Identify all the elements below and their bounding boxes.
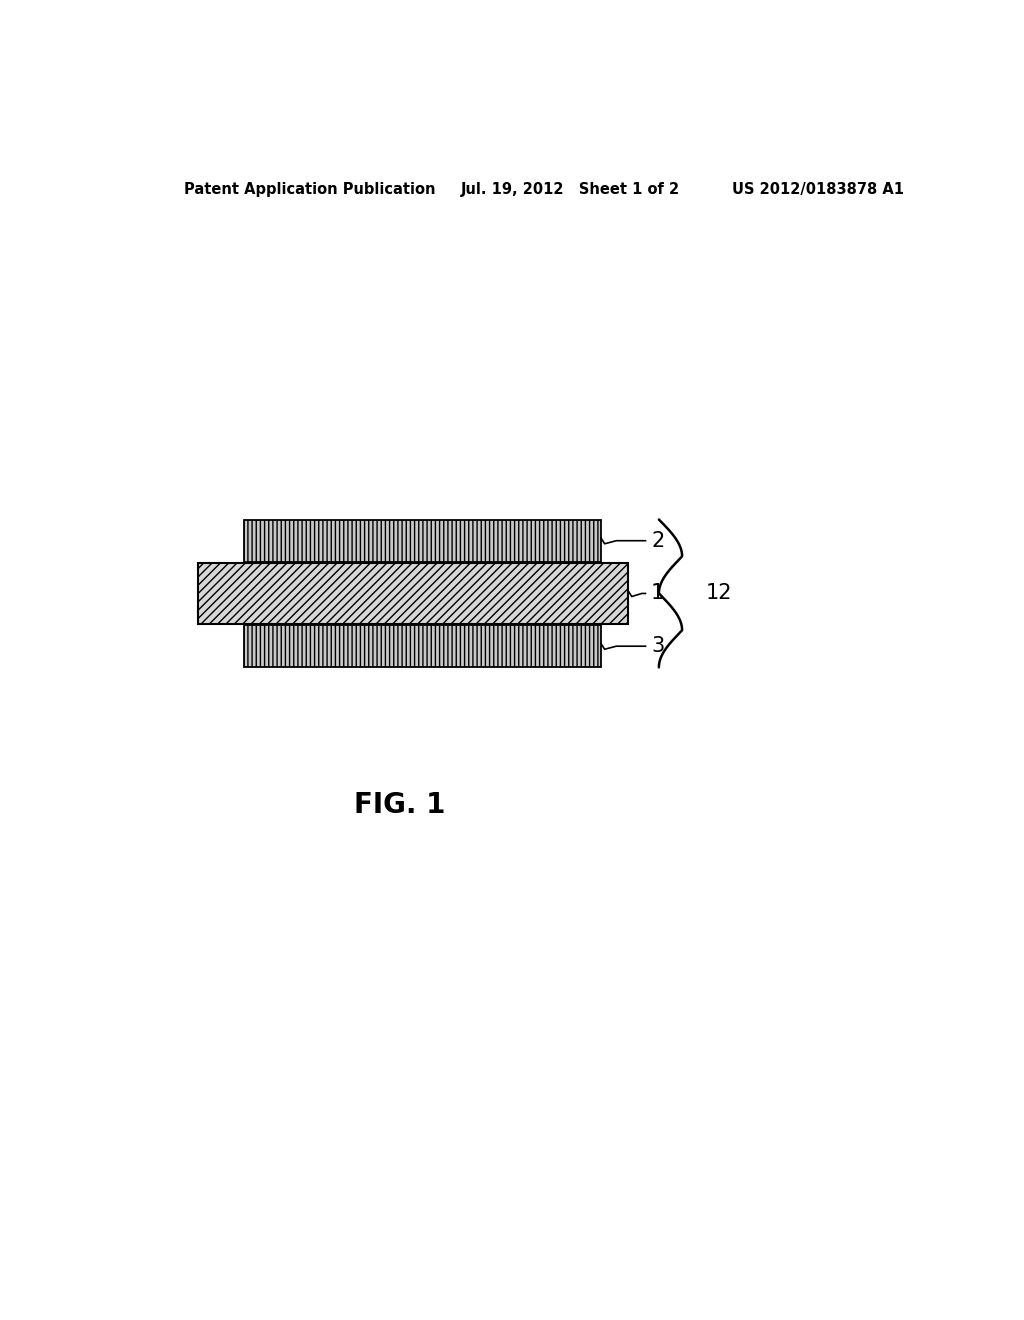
Text: US 2012/0183878 A1: US 2012/0183878 A1 xyxy=(732,182,904,197)
Text: 12: 12 xyxy=(706,583,732,603)
Text: FIG. 1: FIG. 1 xyxy=(353,791,445,820)
Text: Jul. 19, 2012   Sheet 1 of 2: Jul. 19, 2012 Sheet 1 of 2 xyxy=(461,182,680,197)
Bar xyxy=(245,626,601,668)
Bar xyxy=(245,520,601,562)
Text: 1: 1 xyxy=(651,583,665,603)
Text: Patent Application Publication: Patent Application Publication xyxy=(183,182,435,197)
Bar xyxy=(198,562,628,624)
Text: 3: 3 xyxy=(651,636,665,656)
Text: 2: 2 xyxy=(651,531,665,550)
